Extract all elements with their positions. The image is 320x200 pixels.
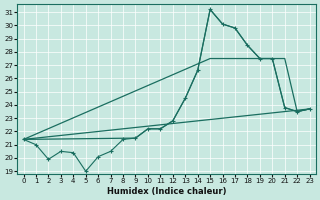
X-axis label: Humidex (Indice chaleur): Humidex (Indice chaleur) (107, 187, 226, 196)
